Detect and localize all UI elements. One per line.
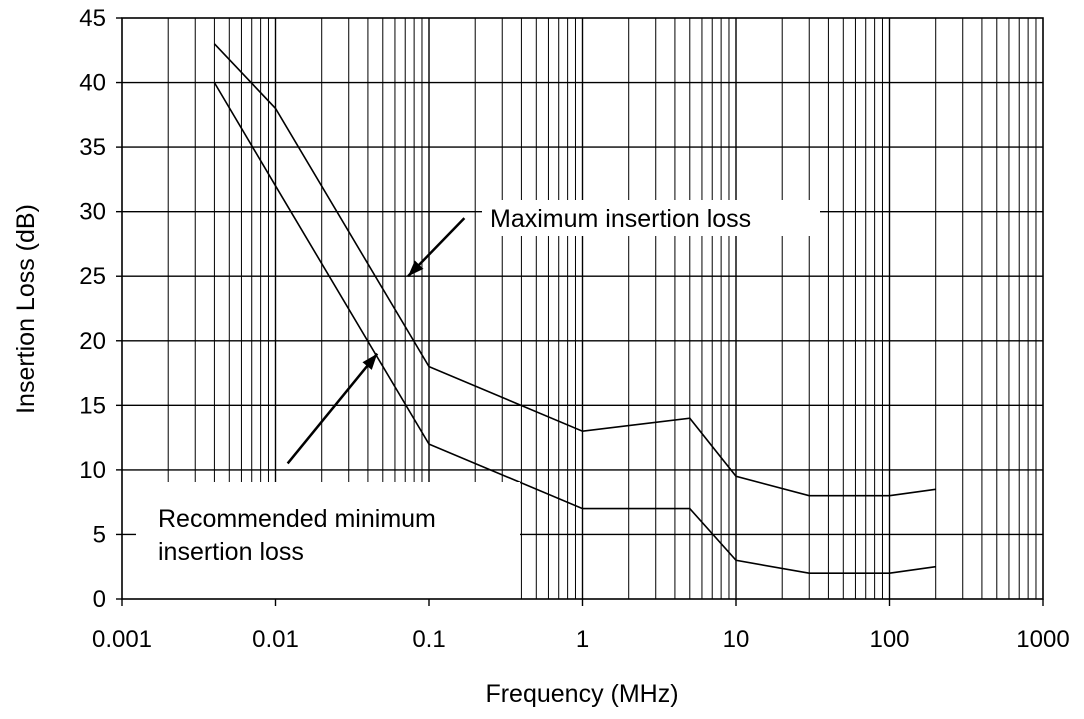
series-lines (213, 43, 936, 575)
y-tick-label: 30 (79, 199, 106, 226)
y-tick-label: 20 (79, 328, 106, 355)
y-tick-label: 15 (79, 392, 106, 419)
x-tick-label: 1 (576, 626, 589, 653)
x-tick-label: 0.1 (412, 626, 445, 653)
y-tick-label: 35 (79, 134, 106, 161)
x-tick-labels: 0.001 0.01 0.1 1 10 100 1000 (92, 626, 1070, 653)
annotation-arrowhead-0 (408, 260, 424, 277)
max-label-bg (482, 200, 820, 236)
y-tick-label: 5 (93, 521, 106, 548)
annotation-arrowhead-1 (362, 353, 378, 370)
x-axis-title: Frequency (MHz) (485, 680, 678, 708)
annotation-min-label-line1: Recommended minimum (158, 505, 436, 533)
x-tick-label: 10 (723, 626, 750, 653)
y-tick-label: 40 (79, 70, 106, 97)
x-tick-label: 0.01 (252, 626, 299, 653)
annotation-max-label: Maximum insertion loss (490, 205, 751, 233)
x-tick-label: 100 (869, 626, 909, 653)
x-tick-label: 1000 (1016, 626, 1069, 653)
y-tick-label: 0 (93, 586, 106, 613)
series-line-recommended-minimum (213, 82, 936, 575)
y-tick-label: 25 (79, 263, 106, 290)
y-tick-labels: 0 5 10 15 20 25 30 35 40 45 (79, 5, 106, 613)
plot-frame (116, 17, 1044, 606)
annotation-min-label-line2: insertion loss (158, 538, 304, 566)
x-tick-label: 0.001 (92, 626, 152, 653)
y-tick-label: 10 (79, 457, 106, 484)
y-tick-label: 45 (79, 5, 106, 32)
annotation-box (136, 482, 520, 600)
y-axis-title: Insertion Loss (dB) (12, 204, 40, 414)
series-line-maximum (213, 43, 936, 497)
annotation-arrow-1 (286, 352, 379, 465)
annotation-arrows (286, 217, 466, 465)
